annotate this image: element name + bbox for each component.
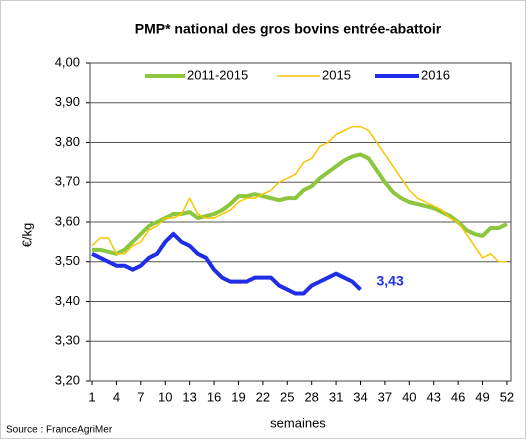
legend-label: 2011-2015 (187, 67, 248, 82)
x-tick-label: 22 (256, 389, 270, 404)
x-tick-label: 49 (475, 389, 489, 404)
x-tick-label: 19 (231, 389, 245, 404)
x-tick-label: 10 (158, 389, 172, 404)
x-tick-label: 25 (280, 389, 294, 404)
series-line (91, 231, 362, 296)
y-tick-label: 3,30 (55, 333, 80, 348)
x-tick-label: 31 (329, 389, 343, 404)
x-tick-label: 13 (182, 389, 196, 404)
x-tick-label: 1 (88, 389, 95, 404)
series-line (91, 125, 507, 263)
x-tick-label: 52 (500, 389, 514, 404)
x-tick-label: 46 (451, 389, 465, 404)
y-tick-label: 3,90 (55, 94, 80, 109)
x-axis-label: semaines (270, 415, 326, 430)
x-tick-label: 16 (207, 389, 221, 404)
x-tick-label: 7 (137, 389, 144, 404)
legend-label: 2016 (421, 67, 450, 82)
chart-title: PMP* national des gros bovins entrée-aba… (135, 21, 442, 37)
y-tick-label: 3,20 (55, 372, 80, 387)
y-tick-label: 3,60 (55, 213, 80, 228)
plot-border (89, 62, 512, 382)
y-tick-label: 3,80 (55, 134, 80, 149)
source: Source : FranceAgriMer (6, 425, 113, 436)
y-tick-label: 4,00 (55, 54, 80, 69)
legend-label: 2015 (322, 67, 351, 82)
x-tick-label: 4 (113, 389, 120, 404)
x-tick-label: 43 (426, 389, 440, 404)
y-tick-label: 3,50 (55, 253, 80, 268)
y-tick-label: 3,40 (55, 293, 80, 308)
x-tick-label: 34 (353, 389, 367, 404)
y-axis-label: €/kg (19, 223, 34, 248)
x-tick-label: 28 (304, 389, 318, 404)
y-tick-label: 3,70 (55, 174, 80, 189)
x-tick-label: 40 (402, 389, 416, 404)
series-line (92, 152, 508, 256)
data-label: 3,43 (376, 272, 403, 288)
x-tick-label: 37 (378, 389, 392, 404)
